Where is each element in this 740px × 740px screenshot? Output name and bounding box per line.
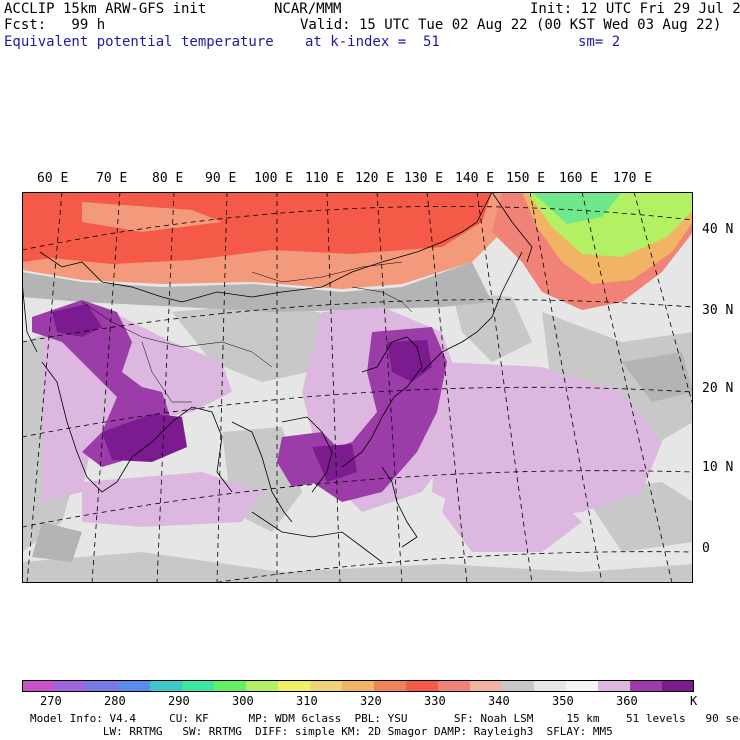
colorbar-tick: 300 bbox=[232, 694, 254, 708]
field-name: Equivalent potential temperature bbox=[4, 34, 274, 50]
organization: NCAR/MMM bbox=[274, 1, 342, 17]
colorbar-swatch bbox=[662, 680, 694, 692]
colorbar-swatch bbox=[182, 680, 215, 692]
lat-label: 10 N bbox=[702, 460, 734, 475]
lat-label: 0 bbox=[702, 541, 710, 556]
borders bbox=[81, 261, 413, 403]
model-info-line2: LW: RRTMG SW: RRTMG DIFF: simple KM: 2D … bbox=[30, 725, 613, 738]
colorbar-swatch bbox=[310, 680, 343, 692]
lon-label: 120 E bbox=[355, 171, 395, 186]
colorbar-swatch bbox=[598, 680, 631, 692]
lat-label: 30 N bbox=[702, 303, 734, 318]
coastlines bbox=[22, 192, 533, 563]
init-time: Init: 12 UTC Fri 29 Jul 22 bbox=[530, 1, 740, 17]
model-info-line1: Model Info: V4.4 CU: KF MP: WDM 6class P… bbox=[30, 712, 740, 725]
colorbar-tick: 340 bbox=[488, 694, 510, 708]
lon-label: 70 E bbox=[96, 171, 128, 186]
colorbar-swatch bbox=[566, 680, 599, 692]
theta-e-map bbox=[22, 192, 693, 583]
colorbar-swatch bbox=[278, 680, 311, 692]
colorbar-tick: 290 bbox=[168, 694, 190, 708]
smoothing-value: sm= 2 bbox=[578, 34, 621, 50]
colorbar-swatch bbox=[246, 680, 279, 692]
colorbar-swatch bbox=[438, 680, 471, 692]
colorbar-swatch bbox=[54, 680, 87, 692]
lon-label: 160 E bbox=[559, 171, 599, 186]
colorbar-unit: K bbox=[690, 694, 698, 708]
field-hot bbox=[22, 192, 693, 310]
colorbar-swatch bbox=[374, 680, 407, 692]
lon-label: 90 E bbox=[205, 171, 237, 186]
colorbar-swatch bbox=[118, 680, 151, 692]
colorbar-border bbox=[22, 680, 694, 692]
colorbar-swatch bbox=[406, 680, 439, 692]
graticule bbox=[22, 192, 693, 583]
field-deep-purple bbox=[52, 304, 432, 482]
colorbar-swatch bbox=[214, 680, 247, 692]
lat-label: 40 N bbox=[702, 222, 734, 237]
colorbar-tick: 280 bbox=[104, 694, 126, 708]
lon-label: 60 E bbox=[37, 171, 69, 186]
colorbar-tick: 360 bbox=[616, 694, 638, 708]
colorbar-swatch bbox=[86, 680, 119, 692]
colorbar-swatch bbox=[22, 680, 55, 692]
lon-label: 140 E bbox=[455, 171, 495, 186]
lon-label: 110 E bbox=[305, 171, 345, 186]
colorbar-tick: 310 bbox=[296, 694, 318, 708]
lat-label: 20 N bbox=[702, 381, 734, 396]
colorbar-swatch bbox=[534, 680, 567, 692]
colorbar bbox=[22, 680, 694, 692]
lon-label: 130 E bbox=[404, 171, 444, 186]
lon-label: 80 E bbox=[152, 171, 184, 186]
valid-time: Valid: 15 UTC Tue 02 Aug 22 (00 KST Wed … bbox=[300, 17, 722, 33]
field-darkgrey bbox=[22, 262, 693, 562]
colorbar-tick: 320 bbox=[360, 694, 382, 708]
colorbar-tick: 350 bbox=[552, 694, 574, 708]
forecast-hour: Fcst: 99 h bbox=[4, 17, 106, 33]
colorbar-swatch bbox=[150, 680, 183, 692]
lon-label: 100 E bbox=[254, 171, 294, 186]
colorbar-swatch bbox=[502, 680, 535, 692]
lon-label: 150 E bbox=[506, 171, 546, 186]
colorbar-tick: 330 bbox=[424, 694, 446, 708]
colorbar-swatch bbox=[630, 680, 663, 692]
lon-label: 170 E bbox=[613, 171, 653, 186]
level-index: at k-index = 51 bbox=[305, 34, 440, 50]
colorbar-tick: 270 bbox=[40, 694, 62, 708]
colorbar-swatch bbox=[342, 680, 375, 692]
model-title: ACCLIP 15km ARW-GFS init bbox=[4, 1, 207, 17]
colorbar-swatch bbox=[470, 680, 503, 692]
